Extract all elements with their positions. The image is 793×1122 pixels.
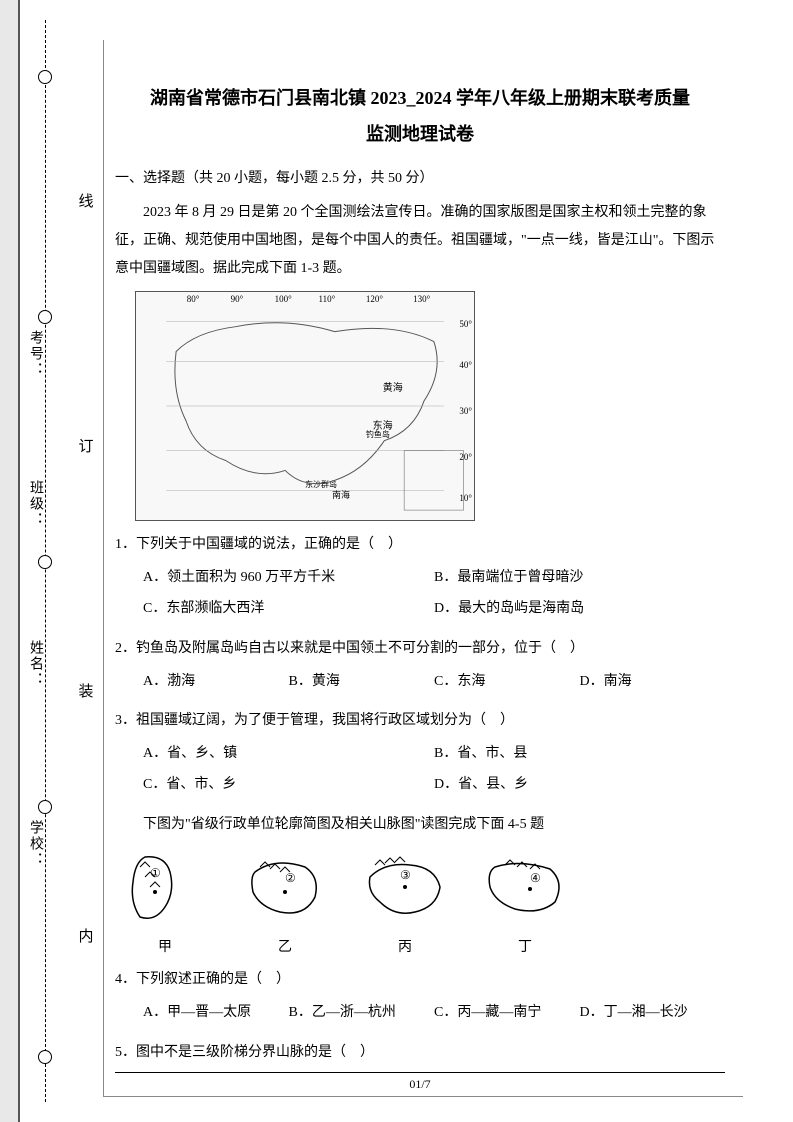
q1-option-b: B．最南端位于曾母暗沙 <box>434 563 725 594</box>
china-outline-svg <box>136 292 474 520</box>
province-ding-shape: ④ <box>475 847 575 927</box>
title-line-1: 湖南省常德市石门县南北镇 2023_2024 学年八年级上册期末联考质量 <box>115 80 725 116</box>
province-yi-shape: ② <box>235 847 335 927</box>
svg-text:②: ② <box>285 871 296 885</box>
binding-char-nei: 内 <box>76 925 96 946</box>
page-number: 01/7 <box>409 1077 430 1091</box>
question-3: 3．祖国疆域辽阔，为了便于管理，我国将行政区域划分为（ ） A．省、乡、镇 B．… <box>115 707 725 801</box>
q2-option-a: A．渤海 <box>143 667 289 698</box>
caption-ding: 丁 <box>475 936 575 956</box>
q2-option-b: B．黄海 <box>289 667 435 698</box>
question-2: 2．钓鱼岛及附属岛屿自古以来就是中国领土不可分割的一部分，位于（ ） A．渤海 … <box>115 635 725 698</box>
q2-option-c: C．东海 <box>434 667 580 698</box>
page-footer: 01/7 <box>115 1072 725 1092</box>
province-yi: ② 乙 <box>235 847 335 956</box>
q4-stem: 4．下列叙述正确的是（ ） <box>115 966 725 994</box>
q1-option-a: A．领土面积为 960 万平方千米 <box>143 563 434 594</box>
svg-text:③: ③ <box>400 868 411 882</box>
q4-option-c: C．丙—藏—南宁 <box>434 998 580 1029</box>
passage-1: 2023 年 8 月 29 日是第 20 个全国测绘法宣传日。准确的国家版图是国… <box>115 199 725 283</box>
label-xingming: 姓名： <box>25 640 45 688</box>
province-jia: ① 甲 <box>115 847 215 956</box>
binding-char-ding: 订 <box>76 435 96 456</box>
caption-jia: 甲 <box>115 936 215 956</box>
q2-option-d: D．南海 <box>580 667 726 698</box>
q4-option-a: A．甲—晋—太原 <box>143 998 289 1029</box>
svg-text:④: ④ <box>530 871 541 885</box>
china-map-figure: 80° 90° 100° 110° 120° 130° 50° 40° 30° … <box>135 291 475 521</box>
q3-option-b: B．省、市、县 <box>434 739 725 770</box>
province-bing-shape: ③ <box>355 847 455 927</box>
q1-stem: 1．下列关于中国疆域的说法，正确的是（ ） <box>115 531 725 559</box>
caption-yi: 乙 <box>235 936 335 956</box>
q3-option-a: A．省、乡、镇 <box>143 739 434 770</box>
q5-stem: 5．图中不是三级阶梯分界山脉的是（ ） <box>115 1039 725 1067</box>
label-kaohao: 考号： <box>25 330 45 378</box>
q3-option-d: D．省、县、乡 <box>434 770 725 801</box>
section-1-header: 一、选择题（共 20 小题，每小题 2.5 分，共 50 分） <box>115 167 725 187</box>
title-line-2: 监测地理试卷 <box>115 116 725 152</box>
q3-option-c: C．省、市、乡 <box>143 770 434 801</box>
label-xuexiao: 学校： <box>25 820 45 868</box>
exam-title: 湖南省常德市石门县南北镇 2023_2024 学年八年级上册期末联考质量 监测地… <box>115 80 725 152</box>
caption-bing: 丙 <box>355 936 455 956</box>
question-1: 1．下列关于中国疆域的说法，正确的是（ ） A．领土面积为 960 万平方千米 … <box>115 531 725 625</box>
label-banji: 班级： <box>25 480 45 528</box>
q4-option-d: D．丁—湘—长沙 <box>580 998 726 1029</box>
svg-text:①: ① <box>150 866 161 880</box>
binding-circle <box>38 555 52 569</box>
binding-char-zhuang: 装 <box>76 680 96 701</box>
province-outlines-figure: ① 甲 ② 乙 ③ 丙 <box>115 847 725 956</box>
page-spine <box>0 0 20 1122</box>
province-jia-shape: ① <box>115 847 215 927</box>
passage-2: 下图为"省级行政单位轮廓简图及相关山脉图"读图完成下面 4-5 题 <box>115 811 725 839</box>
binding-circle <box>38 1050 52 1064</box>
binding-circle <box>38 310 52 324</box>
binding-circle <box>38 800 52 814</box>
province-ding: ④ 丁 <box>475 847 575 956</box>
q1-option-c: C．东部濒临大西洋 <box>143 594 434 625</box>
q2-stem: 2．钓鱼岛及附属岛屿自古以来就是中国领土不可分割的一部分，位于（ ） <box>115 635 725 663</box>
province-bing: ③ 丙 <box>355 847 455 956</box>
binding-char-xian: 线 <box>76 190 96 211</box>
q3-stem: 3．祖国疆域辽阔，为了便于管理，我国将行政区域划分为（ ） <box>115 707 725 735</box>
q1-option-d: D．最大的岛屿是海南岛 <box>434 594 725 625</box>
binding-circle <box>38 70 52 84</box>
question-5: 5．图中不是三级阶梯分界山脉的是（ ） <box>115 1039 725 1067</box>
question-4: 4．下列叙述正确的是（ ） A．甲—晋—太原 B．乙—浙—杭州 C．丙—藏—南宁… <box>115 966 725 1029</box>
q4-option-b: B．乙—浙—杭州 <box>289 998 435 1029</box>
exam-content: 湖南省常德市石门县南北镇 2023_2024 学年八年级上册期末联考质量 监测地… <box>115 80 725 1077</box>
